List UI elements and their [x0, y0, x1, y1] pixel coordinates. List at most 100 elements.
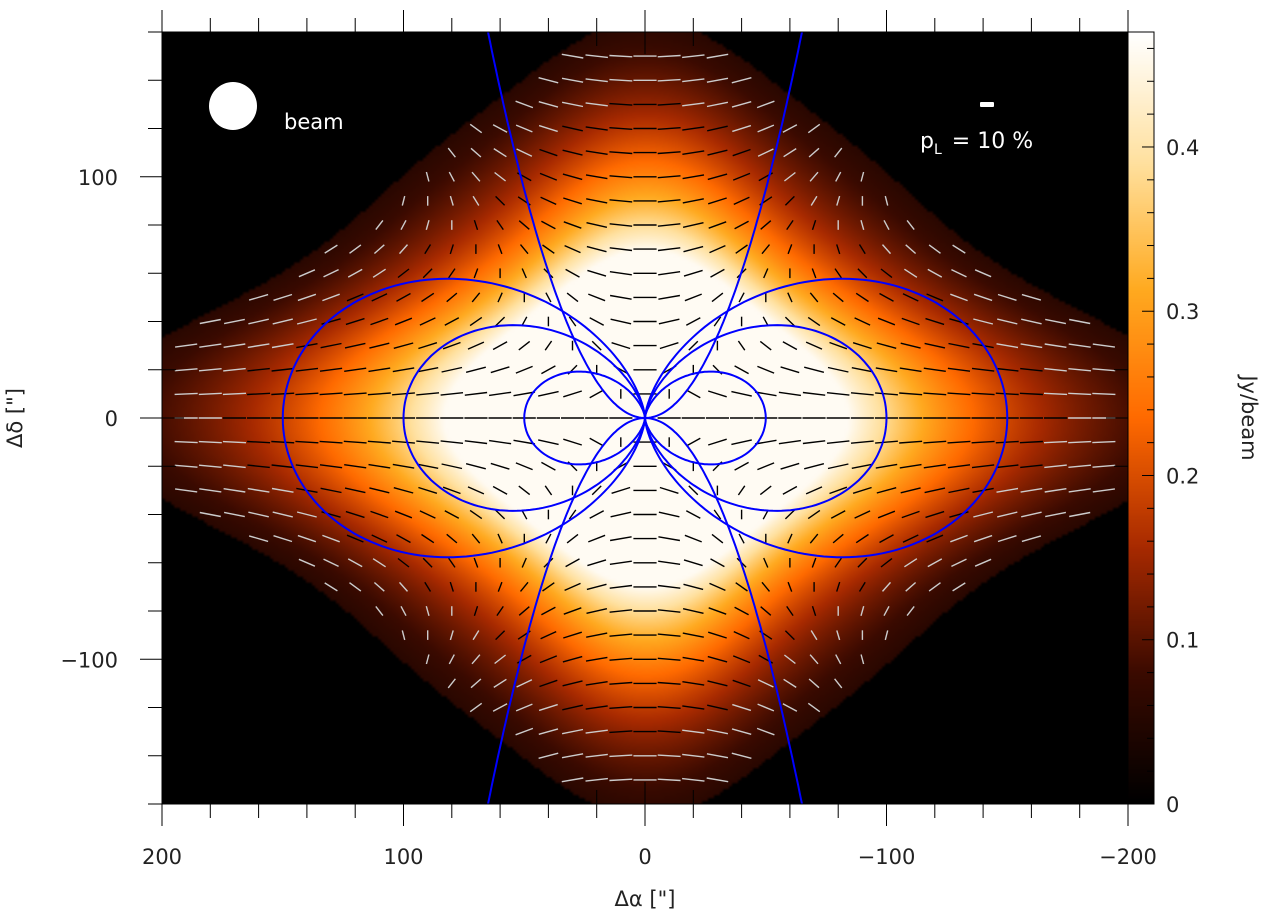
polarization-vector — [836, 630, 841, 641]
polarization-vector — [609, 706, 633, 709]
polarization-vector — [834, 557, 842, 568]
beam-marker — [209, 82, 257, 130]
polarization-vector — [609, 584, 633, 589]
field-line — [644, 324, 888, 512]
polarization-vector — [515, 365, 533, 374]
polarization-vector — [541, 606, 556, 616]
polarization-vector — [855, 533, 869, 544]
polarization-vector — [320, 487, 342, 494]
polarization-vector — [974, 558, 992, 567]
polarization-vector — [585, 78, 608, 83]
polarization-vector — [446, 292, 458, 303]
polarization-vector — [925, 510, 945, 519]
polarization-vector — [995, 440, 1019, 444]
field-line — [644, 277, 1009, 559]
svg-text:pL= 10 %: pL = 10 % — [920, 129, 1033, 158]
polarization-vector — [609, 778, 633, 782]
polarization-vector — [713, 509, 722, 520]
polarization-vector — [711, 533, 724, 544]
polarization-vector — [322, 293, 340, 302]
polarization-vector — [444, 317, 460, 326]
polarization-vector — [271, 343, 294, 349]
polarization-vector — [1043, 440, 1068, 444]
polarization-vector — [948, 342, 970, 349]
polarization-vector — [198, 368, 222, 372]
polarization-vector — [345, 510, 365, 519]
field-line — [523, 370, 646, 466]
polarization-vector — [732, 172, 751, 181]
polarization-vector — [542, 244, 555, 254]
polarization-vector — [448, 557, 456, 568]
polarization-vector — [857, 268, 868, 279]
polarization-vector — [731, 728, 752, 735]
polarization-vector — [757, 462, 775, 471]
polarization-vector — [392, 440, 415, 444]
polarization-vector — [346, 534, 364, 543]
polarization-vector — [787, 581, 793, 592]
polarization-vector — [563, 390, 583, 398]
polarization-vector — [855, 292, 869, 303]
polarization-vector — [685, 510, 701, 519]
polarization-vector — [784, 195, 795, 206]
polarization-vector — [760, 606, 772, 616]
polarization-vector — [610, 318, 632, 325]
polarization-vector — [657, 609, 681, 613]
polarization-vector — [441, 463, 463, 470]
polarization-vector — [996, 367, 1019, 372]
polarization-vector — [492, 124, 508, 133]
beam-label: beam — [284, 110, 344, 134]
polarization-vector — [754, 439, 777, 445]
polarization-vector — [585, 705, 608, 710]
polarization-vector — [473, 268, 479, 279]
polarization-vector — [952, 244, 966, 254]
polarization-vector — [928, 582, 941, 592]
polarization-vector — [540, 196, 557, 206]
polarization-vector — [516, 679, 533, 688]
polarization-vector — [757, 148, 774, 157]
polarization-vector — [198, 440, 222, 444]
polarization-vector — [393, 487, 414, 494]
polarization-vector — [832, 533, 844, 544]
polarization-vector — [440, 440, 464, 444]
polarization-vector — [470, 678, 482, 689]
polarization-vector — [807, 316, 821, 327]
polarization-vector — [657, 706, 681, 709]
polarization-vector — [782, 341, 798, 351]
polarization-vector — [709, 582, 726, 592]
polarization-vector — [346, 293, 364, 302]
polarization-vector — [424, 244, 432, 255]
polarization-vector — [900, 342, 921, 349]
polarization-vector — [497, 581, 503, 592]
polarization-vector — [471, 533, 481, 544]
polarization-vector — [877, 510, 896, 519]
polarization-vector — [416, 367, 439, 373]
polarization-vector — [401, 195, 406, 206]
polarization-vector — [370, 510, 389, 519]
colorbar-tick-label: 0 — [1166, 793, 1179, 817]
polarization-vector — [489, 439, 512, 445]
polarization-vector — [464, 440, 488, 445]
polarization-vector — [539, 655, 558, 664]
polarization-vector — [561, 777, 584, 783]
polarization-vector — [706, 777, 729, 783]
polarization-vector — [585, 729, 608, 734]
polarization-vector — [657, 633, 681, 637]
polarization-vector — [657, 730, 681, 734]
polarization-vector — [515, 703, 533, 712]
open-field-line — [644, 417, 803, 804]
polarization-vector — [924, 342, 946, 349]
polarization-vector — [469, 316, 483, 327]
polarization-vector — [344, 367, 367, 372]
polarization-vector — [494, 654, 507, 665]
x-tick-label: −200 — [1099, 845, 1157, 869]
open-field-line — [644, 32, 803, 419]
polarization-vector — [425, 606, 430, 616]
polarization-vector — [924, 487, 946, 494]
polarization-vector — [495, 509, 506, 520]
polarization-vector — [589, 437, 605, 447]
polarization-vector — [609, 223, 633, 227]
polarization-vector — [418, 342, 438, 350]
colorbar-tick-label: 0.1 — [1166, 629, 1199, 653]
x-tick-label: 200 — [142, 845, 182, 869]
polarization-vector — [272, 511, 293, 518]
